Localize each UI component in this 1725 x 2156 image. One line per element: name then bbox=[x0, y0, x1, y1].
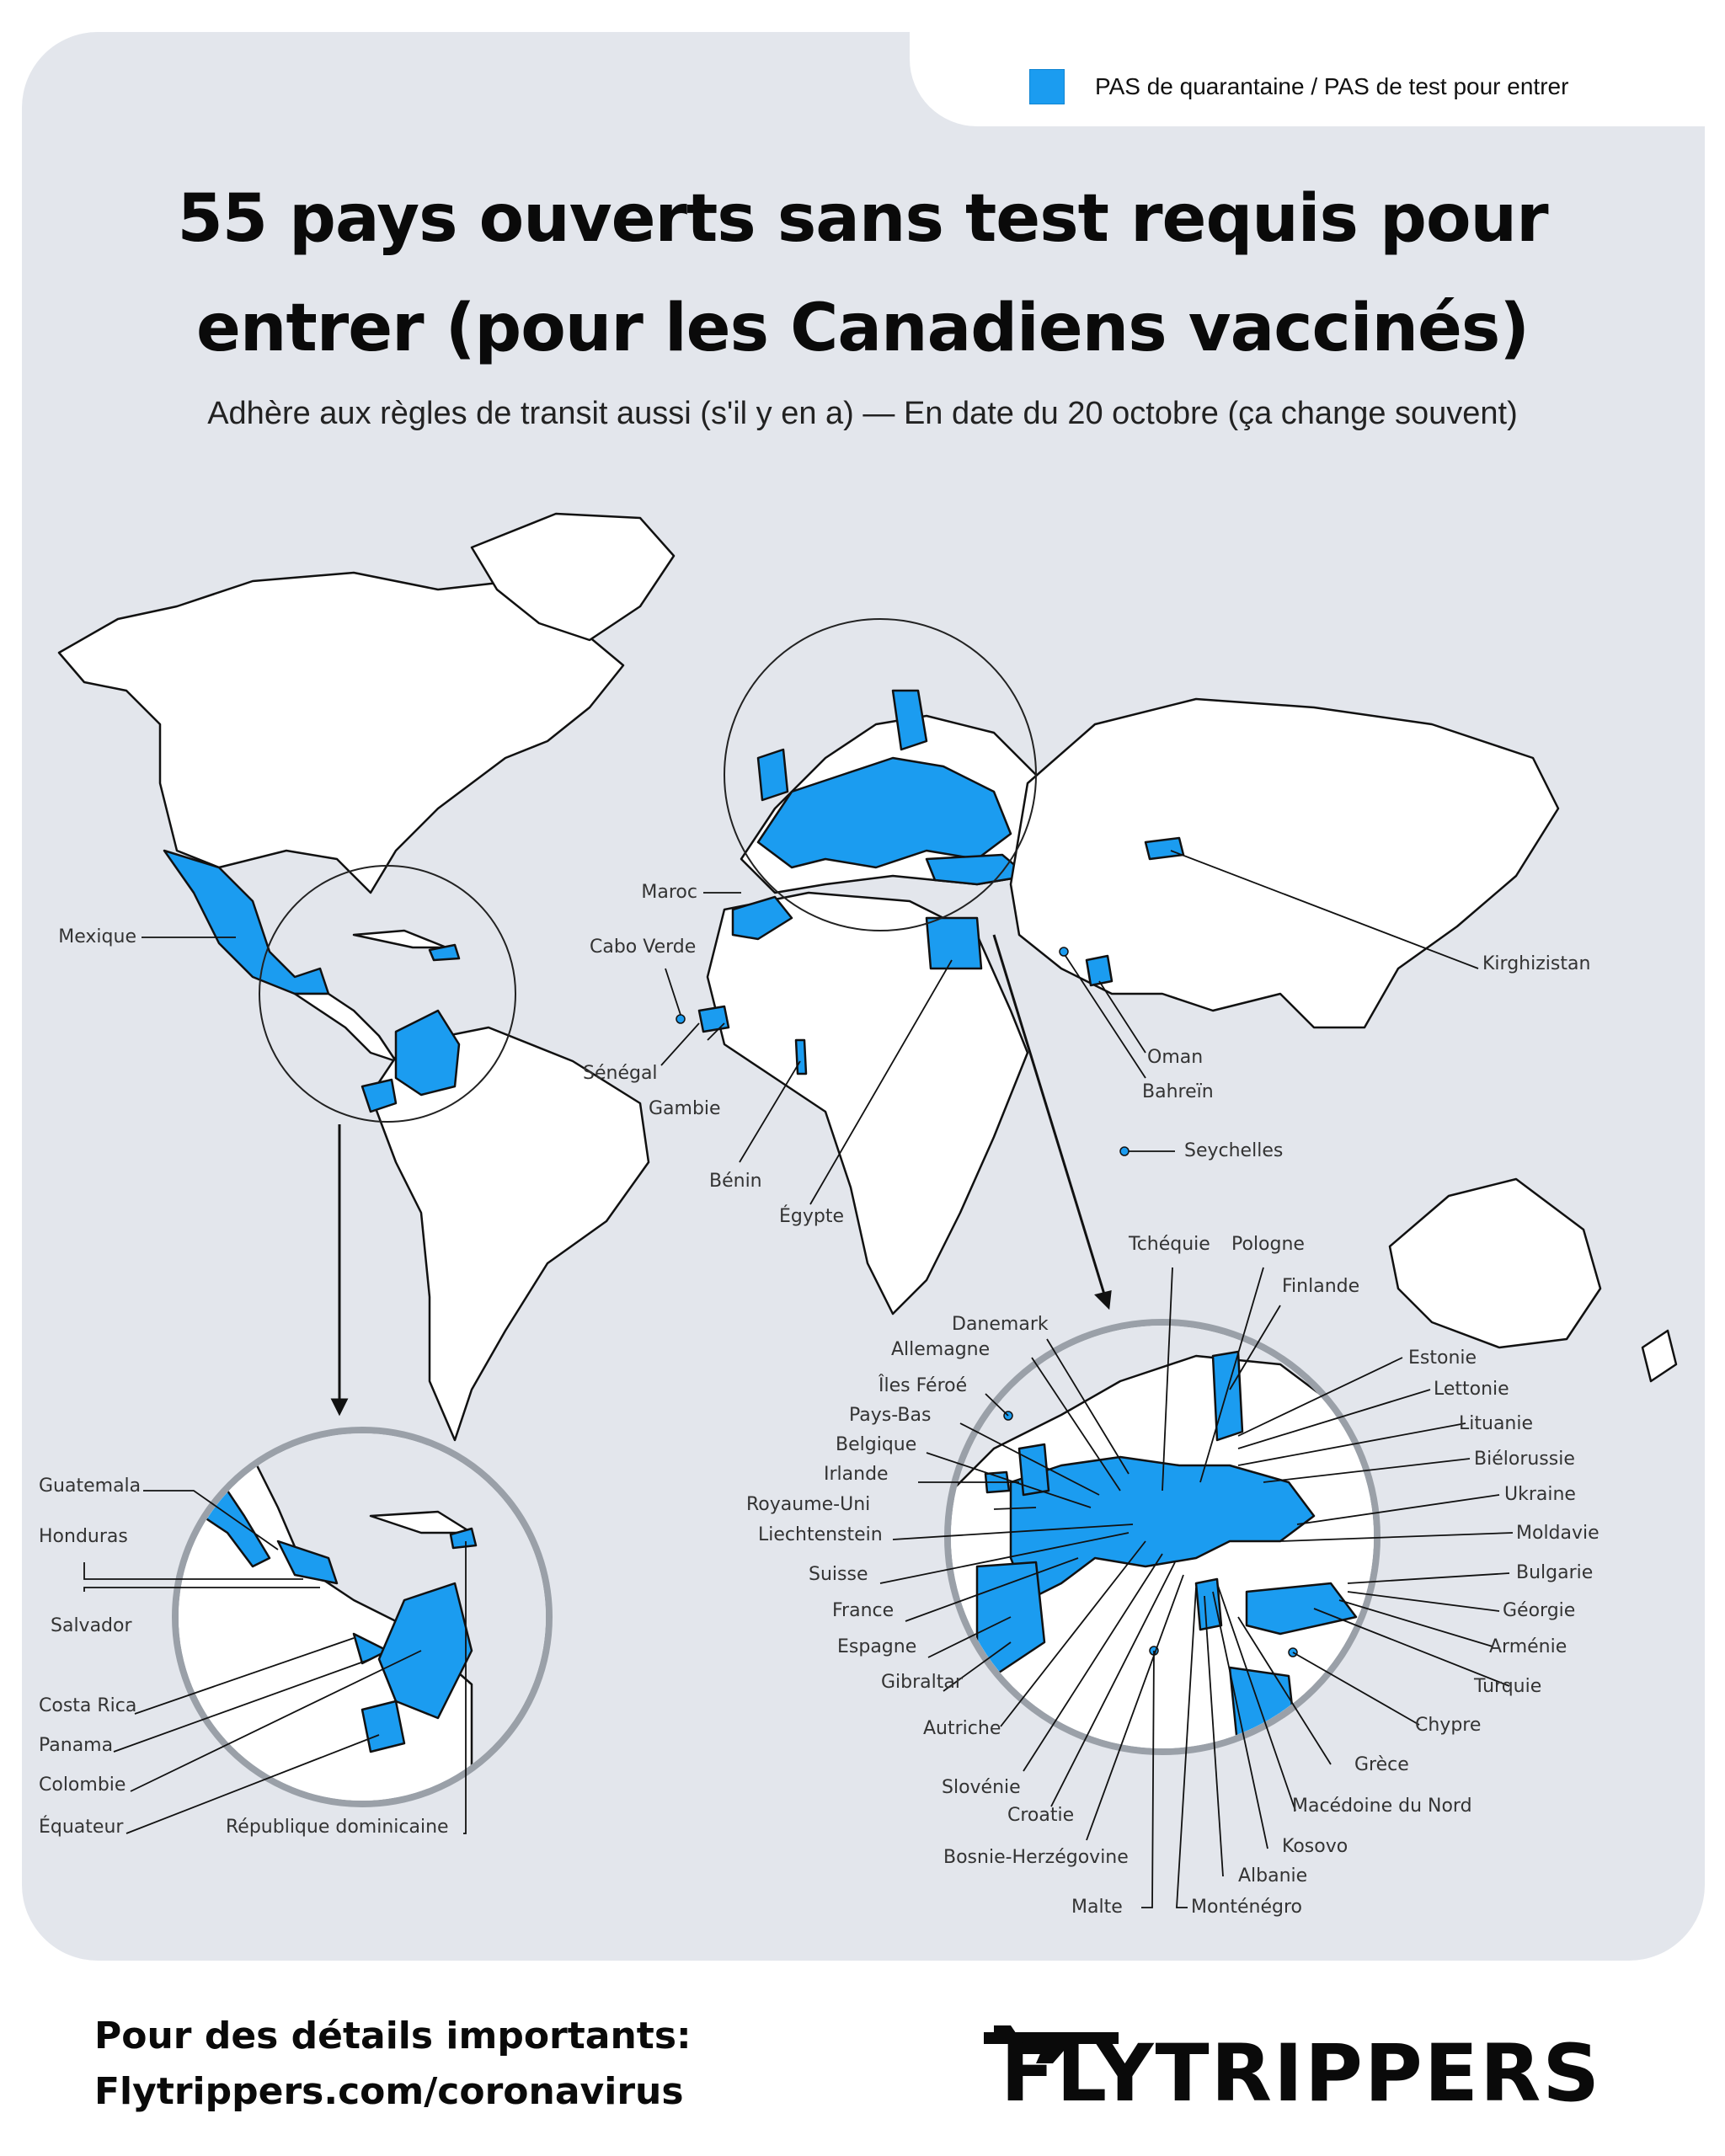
label-colombie: Colombie bbox=[39, 1774, 126, 1796]
cuba-shape bbox=[352, 929, 448, 949]
label-kosovo: Kosovo bbox=[1282, 1836, 1348, 1857]
uk-shape bbox=[756, 748, 789, 802]
label-kirghizistan: Kirghizistan bbox=[1482, 953, 1591, 974]
label-bielorussie: Biélorussie bbox=[1474, 1449, 1575, 1470]
label-mexique: Mexique bbox=[58, 926, 136, 947]
label-salvador: Salvador bbox=[51, 1615, 132, 1636]
benin-shape bbox=[794, 1038, 808, 1075]
morocco-shape bbox=[731, 895, 793, 941]
label-armenie: Arménie bbox=[1489, 1636, 1567, 1657]
footer-line-2: Flytrippers.com/coronavirus bbox=[94, 2070, 684, 2113]
americas-zoom bbox=[172, 1427, 553, 1807]
label-espagne: Espagne bbox=[837, 1636, 917, 1657]
label-macedoine-du-nord: Macédoine du Nord bbox=[1292, 1796, 1472, 1817]
legend-label: PAS de quarantaine / PAS de test pour en… bbox=[1095, 73, 1569, 99]
label-panama: Panama bbox=[39, 1735, 114, 1756]
brand-mark bbox=[984, 2025, 1119, 2063]
label-iles-feroe: Îles Féroé bbox=[879, 1375, 968, 1396]
australia-shape bbox=[1388, 1177, 1602, 1349]
americas-focus-circle bbox=[259, 865, 516, 1123]
label-republique-dominicaine: République dominicaine bbox=[226, 1817, 449, 1838]
label-guatemala: Guatemala bbox=[39, 1476, 142, 1497]
label-france: France bbox=[832, 1600, 895, 1621]
label-belgique: Belgique bbox=[836, 1434, 917, 1455]
label-tchequie: Tchéquie bbox=[1129, 1234, 1210, 1255]
label-bulgarie: Bulgarie bbox=[1516, 1562, 1594, 1583]
legend-swatch bbox=[1029, 69, 1065, 104]
label-maroc: Maroc bbox=[641, 882, 697, 903]
title-line-1: 55 pays ouverts sans test requis pour bbox=[177, 181, 1548, 257]
label-finlande: Finlande bbox=[1282, 1276, 1360, 1297]
europe-zoom bbox=[944, 1319, 1381, 1755]
label-pologne: Pologne bbox=[1231, 1234, 1305, 1255]
footer-line-1: Pour des détails importants: bbox=[94, 2015, 692, 2057]
label-seychelles: Seychelles bbox=[1184, 1140, 1284, 1161]
kyrgyzstan-shape bbox=[1144, 836, 1185, 861]
seychelles-dot bbox=[1119, 1146, 1130, 1156]
label-gibraltar: Gibraltar bbox=[881, 1672, 963, 1693]
label-danemark: Danemark bbox=[952, 1314, 1049, 1335]
label-costa-rica: Costa Rica bbox=[39, 1695, 137, 1716]
label-georgie: Géorgie bbox=[1503, 1600, 1576, 1621]
bahrain-dot bbox=[1059, 947, 1069, 957]
oman-shape bbox=[1085, 954, 1114, 987]
label-bosnie-herzegovine: Bosnie-Herzégovine bbox=[943, 1847, 1129, 1868]
label-lituanie: Lituanie bbox=[1459, 1413, 1534, 1434]
label-honduras: Honduras bbox=[39, 1526, 128, 1547]
label-irlande: Irlande bbox=[824, 1464, 889, 1485]
label-allemagne: Allemagne bbox=[891, 1339, 991, 1360]
europe-focus-circle bbox=[724, 618, 1037, 931]
label-autriche: Autriche bbox=[923, 1718, 1001, 1739]
label-oman: Oman bbox=[1147, 1047, 1204, 1068]
subtitle: Adhère aux règles de transit aussi (s'il… bbox=[207, 396, 1518, 431]
label-royaume-uni: Royaume-Uni bbox=[746, 1494, 871, 1515]
cabo-verde-dot bbox=[676, 1014, 686, 1024]
dominican-republic-shape bbox=[428, 943, 461, 962]
label-estonie: Estonie bbox=[1408, 1348, 1477, 1369]
new-zealand-shape bbox=[1641, 1329, 1678, 1383]
colombia-shape bbox=[394, 1009, 461, 1097]
legend: PAS de quarantaine / PAS de test pour en… bbox=[1029, 69, 1568, 104]
label-bahrein: Bahreïn bbox=[1142, 1081, 1214, 1102]
label-pays-bas: Pays-Bas bbox=[849, 1405, 932, 1426]
label-gambie: Gambie bbox=[649, 1098, 721, 1119]
footer-text: Pour des détails importants: Flytrippers… bbox=[94, 2009, 692, 2120]
ecuador-shape bbox=[360, 1078, 398, 1113]
label-montenegro: Monténégro bbox=[1191, 1897, 1303, 1918]
south-america-shape bbox=[369, 1026, 650, 1442]
label-grece: Grèce bbox=[1354, 1754, 1409, 1775]
mexico-shape bbox=[163, 849, 330, 995]
legend-tab bbox=[910, 0, 1725, 126]
label-albanie: Albanie bbox=[1238, 1865, 1308, 1886]
north-america-shape bbox=[57, 571, 625, 894]
label-slovenie: Slovénie bbox=[942, 1777, 1021, 1798]
label-croatie: Croatie bbox=[1007, 1805, 1075, 1826]
label-turquie: Turquie bbox=[1474, 1676, 1542, 1697]
greenland-shape bbox=[470, 512, 676, 642]
label-ukraine: Ukraine bbox=[1504, 1484, 1576, 1505]
europe-blue-shape bbox=[756, 756, 1012, 869]
page-title: 55 pays ouverts sans test requis pour en… bbox=[51, 164, 1674, 383]
label-benin: Bénin bbox=[709, 1171, 762, 1192]
label-chypre: Chypre bbox=[1415, 1715, 1482, 1736]
label-moldavie: Moldavie bbox=[1516, 1523, 1599, 1544]
label-cabo-verde: Cabo Verde bbox=[590, 937, 697, 958]
title-line-2: entrer (pour les Canadiens vaccinés) bbox=[196, 291, 1530, 366]
asia-shape bbox=[1009, 697, 1560, 1029]
central-america-shape bbox=[293, 992, 398, 1063]
finland-shape bbox=[891, 689, 928, 751]
label-equateur: Équateur bbox=[39, 1817, 124, 1838]
senegal-shape bbox=[697, 1005, 730, 1033]
label-liechtenstein: Liechtenstein bbox=[758, 1524, 883, 1545]
airplane-icon bbox=[984, 2025, 1119, 2063]
label-suisse: Suisse bbox=[809, 1564, 868, 1585]
turkey-shape bbox=[925, 853, 1029, 886]
egypt-shape bbox=[925, 916, 983, 970]
brand-logo: FLYTRIPPERS bbox=[1001, 2028, 1602, 2120]
label-malte: Malte bbox=[1071, 1897, 1123, 1918]
label-senegal: Sénégal bbox=[583, 1063, 658, 1084]
label-lettonie: Lettonie bbox=[1434, 1379, 1509, 1400]
label-egypte: Égypte bbox=[779, 1206, 845, 1227]
